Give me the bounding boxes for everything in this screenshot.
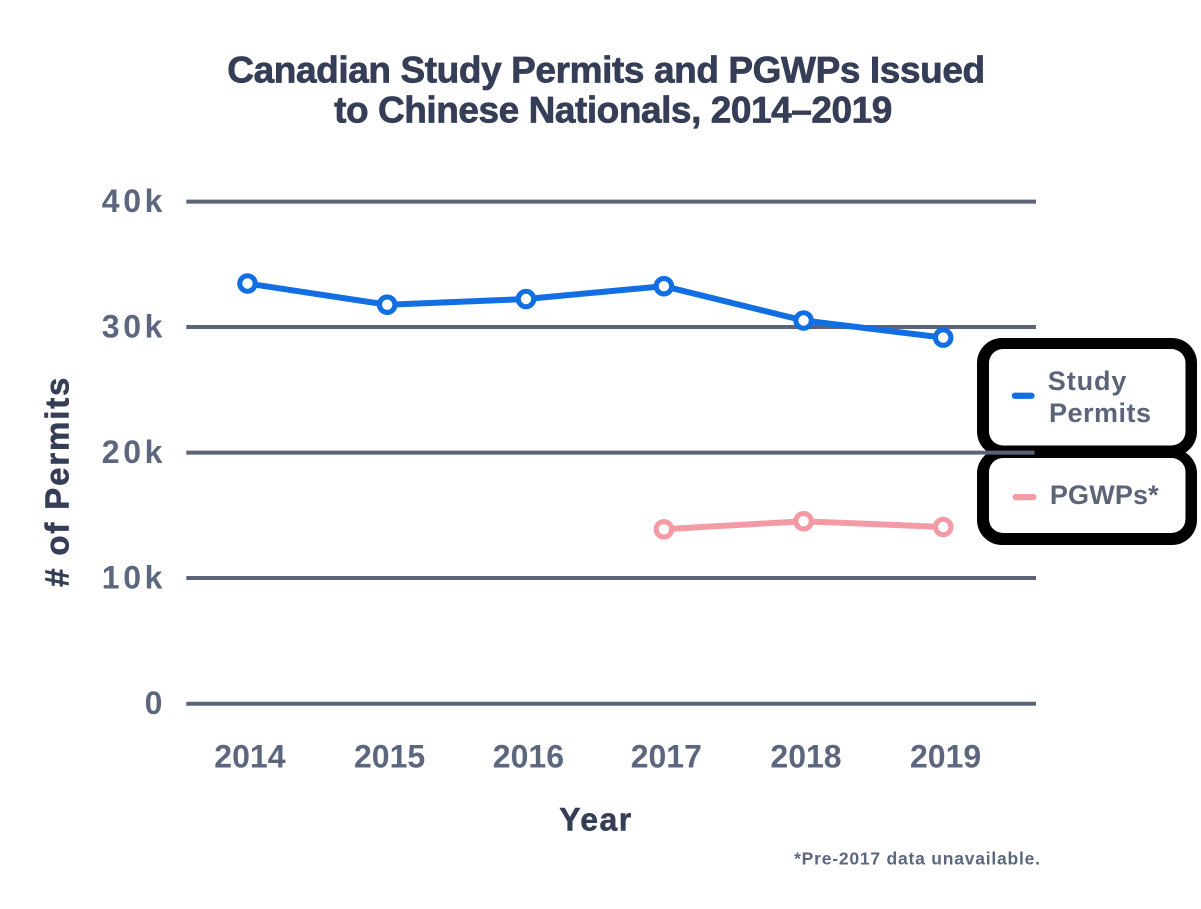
- svg-text:0: 0: [145, 685, 166, 721]
- svg-text:2014: 2014: [214, 739, 285, 775]
- svg-text:PGWPs*: PGWPs*: [1050, 480, 1159, 510]
- svg-text:Canadian Study Permits and PGW: Canadian Study Permits and PGWPs Issued: [227, 49, 984, 90]
- svg-text:2017: 2017: [631, 739, 702, 775]
- svg-text:20k: 20k: [102, 434, 166, 470]
- svg-text:*Pre-2017 data unavailable.: *Pre-2017 data unavailable.: [794, 849, 1041, 869]
- svg-text:Study: Study: [1048, 366, 1128, 396]
- svg-text:# of Permits: # of Permits: [39, 376, 76, 587]
- svg-text:30k: 30k: [102, 308, 166, 344]
- svg-text:2019: 2019: [910, 739, 981, 775]
- svg-text:2018: 2018: [770, 739, 841, 775]
- svg-text:2016: 2016: [493, 739, 564, 775]
- svg-text:to Chinese Nationals, 2014–201: to Chinese Nationals, 2014–2019: [334, 90, 892, 131]
- svg-text:Permits: Permits: [1049, 398, 1151, 428]
- svg-text:Year: Year: [559, 802, 632, 838]
- svg-text:2015: 2015: [354, 739, 425, 775]
- svg-text:10k: 10k: [102, 559, 166, 595]
- svg-text:40k: 40k: [102, 183, 166, 219]
